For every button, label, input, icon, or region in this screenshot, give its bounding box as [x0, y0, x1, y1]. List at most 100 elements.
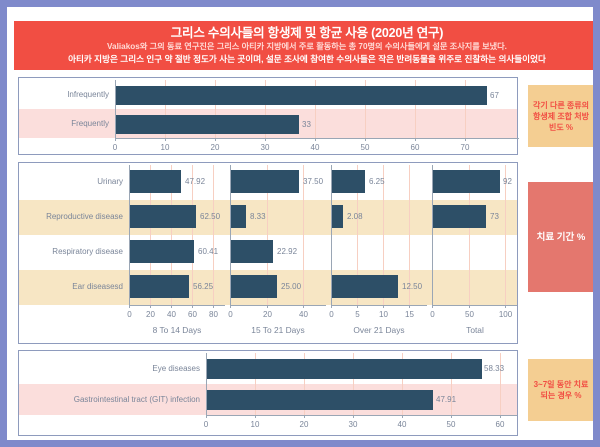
poster-header: 그리스 수의사들의 항생제 및 항균 사용 (2020년 연구) Valiako… [14, 21, 593, 70]
bar-value: 67 [490, 91, 499, 100]
chart-treated-3-7-days: Eye diseases Gastrointestinal tract (GIT… [18, 350, 518, 436]
x-tick-label: 10 [160, 143, 170, 152]
panel-title-8to14: 8 To 14 Days [152, 325, 202, 335]
bar-over21-reproductive [332, 205, 343, 228]
x-tick-label: 0 [127, 310, 132, 319]
chart-treatment-duration: Urinary Reproductive disease Respiratory… [18, 162, 518, 344]
x-tick-label: 20 [210, 143, 220, 152]
gridline [500, 353, 501, 415]
subtitle-line-2: 아티카 지방은 그리스 인구 약 절반 정도가 사는 곳이며, 설문 조사에 참… [68, 54, 546, 64]
x-tick-label: 0 [203, 420, 209, 429]
x-tick-label: 40 [397, 420, 407, 429]
x-tick-label: 30 [260, 143, 270, 152]
gridline [415, 80, 416, 138]
chart3-x-axis [206, 415, 517, 416]
tick-mark [115, 138, 116, 141]
gridline [267, 165, 268, 305]
x-tick-label: 40 [167, 310, 176, 319]
bar-15to21-respiratory [231, 240, 273, 263]
bar-frequently [116, 115, 299, 134]
bar-git-infection [207, 390, 433, 410]
bar-value: 2.08 [347, 212, 363, 221]
row-label: Respiratory disease [52, 247, 123, 256]
tick-mark [500, 415, 501, 418]
bar-value: 6.25 [369, 177, 385, 186]
bar-value: 47.91 [436, 395, 457, 404]
row-label: Ear diseasesd [72, 282, 123, 291]
panel-d-x-axis [432, 305, 517, 306]
x-tick-label: 0 [112, 143, 118, 152]
gridline [353, 353, 354, 415]
gridline [171, 165, 172, 305]
caption-treated-3-7-days: 3~7일 동안 치료되는 경우 % [528, 359, 593, 421]
bar-8to14-ear [130, 275, 189, 298]
panel-b-y-axis [230, 165, 231, 305]
bar-value: 8.33 [250, 212, 266, 221]
x-tick-label: 50 [446, 420, 456, 429]
x-tick-label: 5 [355, 310, 360, 319]
gridline [505, 165, 506, 305]
caption-text: 치료 기간 % [536, 231, 586, 243]
caption-combination-frequency: 각기 다른 종류의 항생제 조합 처방 빈도 % [528, 85, 593, 147]
tick-mark [150, 305, 151, 308]
caption-text: 각기 다른 종류의 항생제 조합 처방 빈도 % [533, 100, 589, 132]
chart3-y-axis [206, 353, 207, 415]
x-tick-label: 40 [299, 310, 308, 319]
bar-value: 60.41 [198, 247, 219, 256]
tick-mark [409, 305, 410, 308]
gridline [255, 353, 256, 415]
bar-value: 56.25 [193, 282, 214, 291]
x-tick-label: 10 [250, 420, 260, 429]
x-tick-label: 70 [460, 143, 470, 152]
bar-8to14-respiratory [130, 240, 194, 263]
tick-mark [192, 305, 193, 308]
tick-mark [432, 305, 433, 308]
panel-title-over21: Over 21 Days [353, 325, 405, 335]
tick-mark [353, 415, 354, 418]
bar-value: 62.50 [200, 212, 221, 221]
bar-value: 47.92 [185, 177, 206, 186]
panel-title-total: Total [466, 325, 484, 335]
gridline [165, 80, 166, 138]
tick-mark [315, 138, 316, 141]
panel-c-y-axis [331, 165, 332, 305]
bar-total-reproductive [433, 205, 486, 228]
page-title: 그리스 수의사들의 항생제 및 항균 사용 (2020년 연구) [170, 26, 444, 40]
tick-mark [331, 305, 332, 308]
caption-text: 3~7일 동안 치료되는 경우 % [533, 380, 589, 400]
x-tick-label: 50 [465, 310, 474, 319]
tick-mark [165, 138, 166, 141]
tick-mark [357, 305, 358, 308]
gridline [357, 165, 358, 305]
bar-15to21-reproductive [231, 205, 246, 228]
x-tick-label: 60 [188, 310, 197, 319]
bar-value: 25.00 [281, 282, 302, 291]
bar-value: 58.33 [484, 364, 505, 373]
row-label: Urinary [97, 177, 123, 186]
caption-treatment-duration: 치료 기간 % [528, 182, 593, 292]
bar-value: 73 [490, 212, 499, 221]
x-tick-label: 20 [146, 310, 155, 319]
bar-total-urinary [433, 170, 500, 193]
tick-mark [465, 138, 466, 141]
row-label: Reproductive disease [46, 212, 123, 221]
tick-mark [265, 138, 266, 141]
tick-mark [304, 415, 305, 418]
x-tick-label: 0 [329, 310, 334, 319]
bar-8to14-urinary [130, 170, 181, 193]
tick-mark [451, 415, 452, 418]
tick-mark [303, 305, 304, 308]
gridline [304, 353, 305, 415]
subtitle-line-1: Valiakos와 그의 동료 연구진은 그리스 아티카 지방에서 주로 활동하… [107, 42, 507, 51]
x-tick-label: 10 [379, 310, 388, 319]
gridline [315, 80, 316, 138]
x-tick-label: 60 [495, 420, 505, 429]
row-label: Gastrointestinal tract (GIT) infection [73, 395, 200, 404]
tick-mark [469, 305, 470, 308]
panel-b-x-axis [230, 305, 326, 306]
x-tick-label: 0 [430, 310, 435, 319]
tick-mark [365, 138, 366, 141]
tick-mark [215, 138, 216, 141]
gridline [265, 80, 266, 138]
tick-mark [505, 305, 506, 308]
